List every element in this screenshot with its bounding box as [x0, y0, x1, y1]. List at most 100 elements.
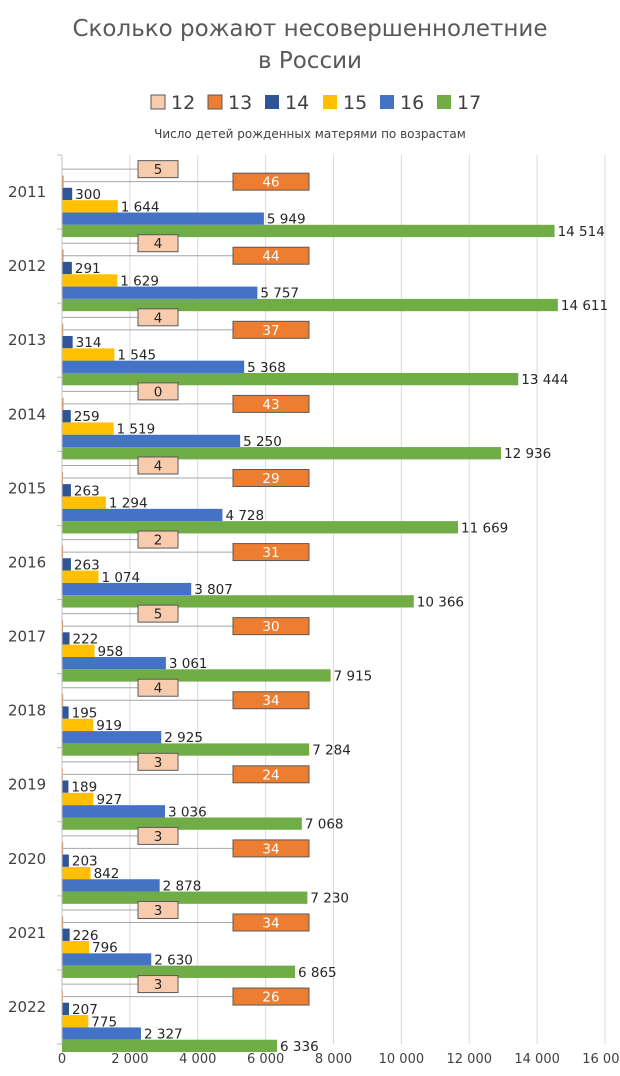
callout-box-2018-age-12 — [137, 678, 179, 697]
data-label-2015-age-17: 11 669 — [461, 520, 508, 536]
bar-2014-age-15 — [62, 422, 114, 435]
bar-2020-age-17 — [62, 891, 308, 904]
bar-2015-age-15 — [62, 496, 106, 509]
data-label-2020-age-15: 842 — [94, 866, 120, 882]
bar-2011-age-17 — [62, 224, 555, 238]
category-label-2015: 2015 — [8, 479, 46, 497]
chart-title-line-2: в России — [258, 48, 362, 74]
data-label-2020-age-12: 3 — [154, 829, 163, 845]
data-label-2016-age-12: 2 — [154, 533, 163, 549]
data-label-2020-age-16: 2 878 — [163, 878, 202, 894]
data-label-2017-age-17: 7 915 — [334, 668, 373, 684]
data-label-2020-age-14: 203 — [72, 854, 98, 870]
data-label-2016-age-17: 10 366 — [417, 594, 464, 610]
data-label-2022-age-17: 6 336 — [280, 1039, 319, 1055]
bar-2022-age-17 — [62, 1039, 278, 1053]
x-tick-label-12000: 12 000 — [447, 1052, 493, 1067]
data-label-2020-age-13: 34 — [262, 841, 279, 857]
bar-2011-age-14 — [62, 187, 73, 201]
bar-2012-age-16 — [62, 286, 258, 299]
chart-title-line-1: Сколько рожают несовершеннолетние — [72, 16, 547, 42]
bar-2011-age-15 — [62, 200, 118, 213]
data-label-2012-age-17: 14 611 — [561, 298, 608, 314]
data-label-2020-age-17: 7 230 — [310, 891, 349, 907]
callout-box-2014-age-13 — [232, 394, 310, 413]
callout-box-2021-age-12 — [137, 900, 179, 919]
legend-label-15: 15 — [343, 92, 367, 114]
data-label-2016-age-15: 1 074 — [101, 570, 140, 586]
data-label-2013-age-17: 13 444 — [521, 372, 568, 388]
callout-box-2013-age-13 — [232, 320, 310, 339]
data-label-2022-age-16: 2 327 — [144, 1027, 183, 1043]
bar-2011-age-16 — [62, 212, 264, 225]
bar-2016-age-15 — [62, 570, 99, 583]
data-label-2013-age-16: 5 368 — [247, 360, 286, 376]
data-label-2014-age-13: 43 — [262, 397, 279, 413]
data-label-2017-age-16: 3 061 — [169, 656, 208, 672]
bar-2018-age-14 — [62, 706, 69, 719]
bar-2015-age-17 — [62, 521, 459, 534]
bar-2017-age-16 — [62, 657, 166, 670]
bar-2021-age-16 — [62, 953, 152, 966]
data-label-2012-age-14: 291 — [75, 261, 101, 277]
legend-swatch-15 — [323, 95, 337, 109]
category-axis: 2011 2012 2013 2014 2015 2016 2017 2018 2019 2020… — [8, 154, 63, 1045]
x-tick-label-10000: 10 000 — [379, 1052, 425, 1067]
bar-2016-age-14 — [62, 558, 71, 571]
callout-box-2020-age-13 — [232, 839, 310, 858]
callout-box-2019-age-13 — [232, 765, 310, 784]
data-label-2021-age-17: 6 865 — [298, 965, 337, 981]
x-tick-label-4000: 4 000 — [179, 1052, 216, 1067]
callout-box-2015-age-12 — [137, 456, 179, 475]
bar-2016-age-16 — [62, 582, 192, 596]
bar-2014-age-16 — [62, 434, 241, 448]
data-label-2017-age-12: 5 — [154, 607, 163, 623]
data-label-2022-age-14: 207 — [72, 1002, 98, 1018]
bar-2019-age-14 — [62, 780, 69, 793]
bar-2018-age-13 — [62, 694, 64, 707]
x-tick-label-14000: 14 000 — [514, 1052, 560, 1067]
data-label-2014-age-17: 12 936 — [504, 446, 551, 462]
data-label-2013-age-12: 4 — [154, 310, 163, 326]
category-label-2017: 2017 — [8, 628, 46, 646]
bar-2021-age-15 — [62, 941, 90, 954]
data-label-2019-age-16: 3 036 — [168, 804, 207, 820]
bar-2022-age-16 — [62, 1027, 141, 1040]
data-label-2011-age-16: 5 949 — [267, 212, 306, 228]
data-label-2019-age-12: 3 — [154, 755, 163, 771]
data-label-2016-age-13: 31 — [262, 545, 279, 561]
callout-box-2017-age-12 — [137, 604, 179, 623]
x-tick-label-0: 0 — [58, 1052, 66, 1067]
data-label-2022-age-12: 3 — [154, 977, 163, 993]
legend-label-12: 12 — [171, 92, 195, 114]
bar-2020-age-14 — [62, 854, 69, 867]
data-label-2011-age-12: 5 — [154, 162, 163, 178]
bar-2020-age-16 — [62, 879, 160, 892]
chart-title: Сколько рожают несовершеннолетние в Росси… — [72, 16, 547, 74]
data-label-2018-age-14: 195 — [72, 706, 98, 722]
x-tick-label-2000: 2 000 — [111, 1052, 148, 1067]
data-label-2018-age-15: 919 — [96, 718, 122, 734]
data-label-2016-age-14: 263 — [74, 557, 100, 573]
bar-2013-age-13 — [62, 323, 64, 336]
data-label-2019-age-17: 7 068 — [305, 817, 344, 833]
bar-2016-age-17 — [62, 595, 414, 608]
data-label-2016-age-16: 3 807 — [194, 582, 233, 598]
bar-2017-age-13 — [62, 620, 64, 633]
bar-2014-age-13 — [62, 397, 64, 411]
bar-2019-age-16 — [62, 805, 166, 818]
data-label-2013-age-15: 1 545 — [117, 348, 156, 364]
callout-box-2015-age-13 — [232, 468, 310, 487]
data-label-2017-age-14: 222 — [73, 631, 99, 647]
bar-2022-age-15 — [62, 1015, 89, 1028]
bar-2018-age-16 — [62, 731, 162, 744]
callout-box-2022-age-12 — [137, 975, 179, 994]
legend-swatch-12 — [150, 94, 166, 110]
category-label-2011: 2011 — [8, 183, 46, 201]
legend-swatch-13 — [207, 94, 223, 110]
callout-box-2020-age-12 — [137, 826, 179, 845]
data-label-2018-age-16: 2 925 — [164, 730, 203, 746]
bar-2013-age-14 — [62, 335, 73, 349]
category-label-2020: 2020 — [8, 850, 46, 868]
